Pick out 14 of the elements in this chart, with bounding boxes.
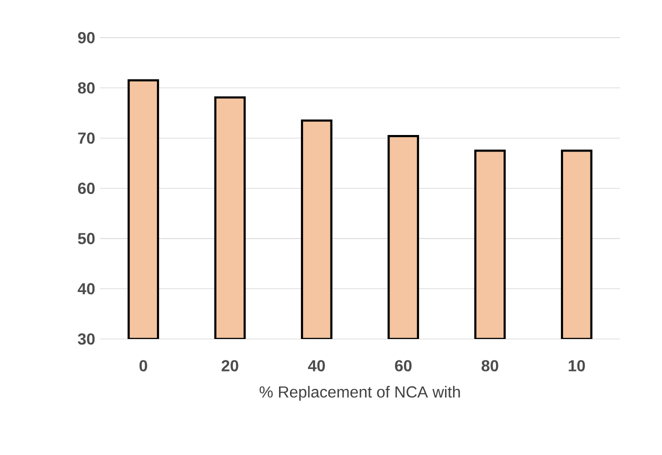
- x-tick-label: 60: [395, 360, 412, 372]
- x-tick-label: 20: [222, 360, 238, 372]
- y-tick-label: 40: [78, 283, 95, 294]
- x-axis-title: % Replacement of NCA with: [260, 386, 460, 401]
- y-tick-label: 60: [78, 182, 95, 194]
- x-tick-label: 40: [308, 360, 325, 372]
- x-tick-label: 80: [482, 360, 498, 372]
- x-tick-label: 0: [140, 360, 148, 372]
- y-tick-label: 70: [78, 132, 95, 144]
- y-tick-label: 50: [78, 232, 95, 244]
- y-tick-label: 80: [78, 82, 95, 94]
- y-tick-label: 30: [78, 333, 95, 345]
- x-tick-label: 10: [568, 360, 585, 372]
- y-tick-label: 90: [78, 32, 95, 44]
